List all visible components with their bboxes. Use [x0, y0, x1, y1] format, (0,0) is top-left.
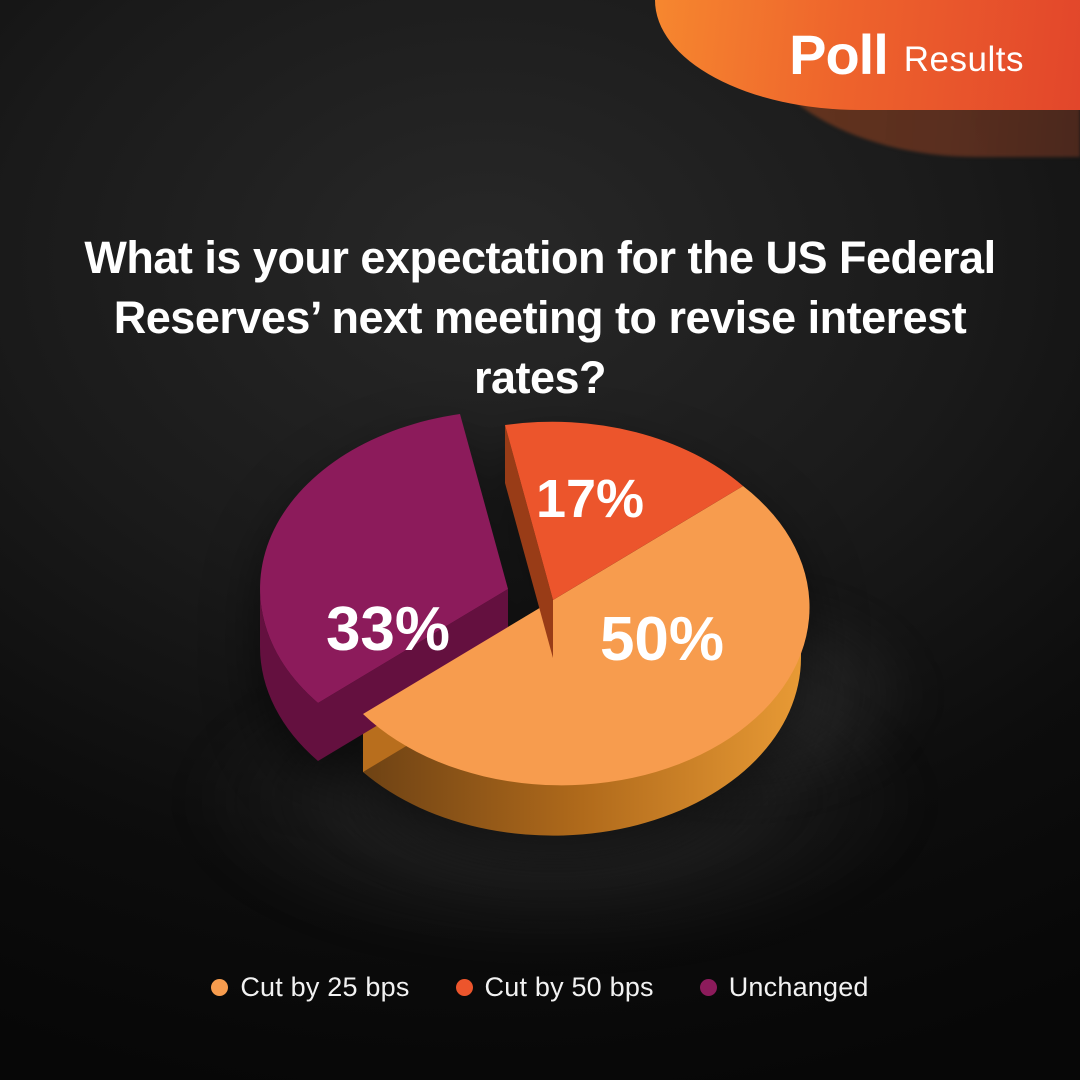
legend-item-cut-by-50bps: Cut by 50 bps — [455, 972, 654, 1003]
pie-slice-unchanged-side — [318, 589, 508, 761]
legend-dot-icon — [211, 979, 229, 996]
legend-label: Cut by 25 bps — [240, 972, 410, 1002]
pie-slice-cut-by-25bps — [363, 486, 810, 786]
poll-question-title: What is your expectation for the US Fede… — [84, 232, 996, 403]
chart-legend: Cut by 25 bps Cut by 50 bps Unchanged — [0, 972, 1080, 1003]
legend-dot-icon — [455, 979, 473, 996]
pie-slice-cut-by-25bps-rim — [363, 600, 801, 836]
legend-label: Unchanged — [728, 972, 869, 1002]
legend-dot-icon — [699, 979, 717, 996]
pie-value-label-33: 33% — [326, 595, 450, 664]
legend-label: Cut by 50 bps — [484, 972, 654, 1002]
banner-word-results: Results — [903, 39, 1024, 79]
banner-word-poll: Poll — [789, 23, 889, 86]
pie-slice-cut-by-50bps-side — [505, 425, 553, 658]
pie-slice-unchanged — [260, 414, 508, 703]
pie-slice-unchanged-rim — [260, 589, 318, 761]
pie-value-label-17: 17% — [536, 469, 644, 529]
pie-value-label-50: 50% — [600, 605, 724, 674]
legend-item-unchanged: Unchanged — [699, 972, 869, 1003]
legend-item-cut-by-25bps: Cut by 25 bps — [211, 972, 409, 1003]
pie-slice-cut-by-50bps — [505, 421, 743, 600]
